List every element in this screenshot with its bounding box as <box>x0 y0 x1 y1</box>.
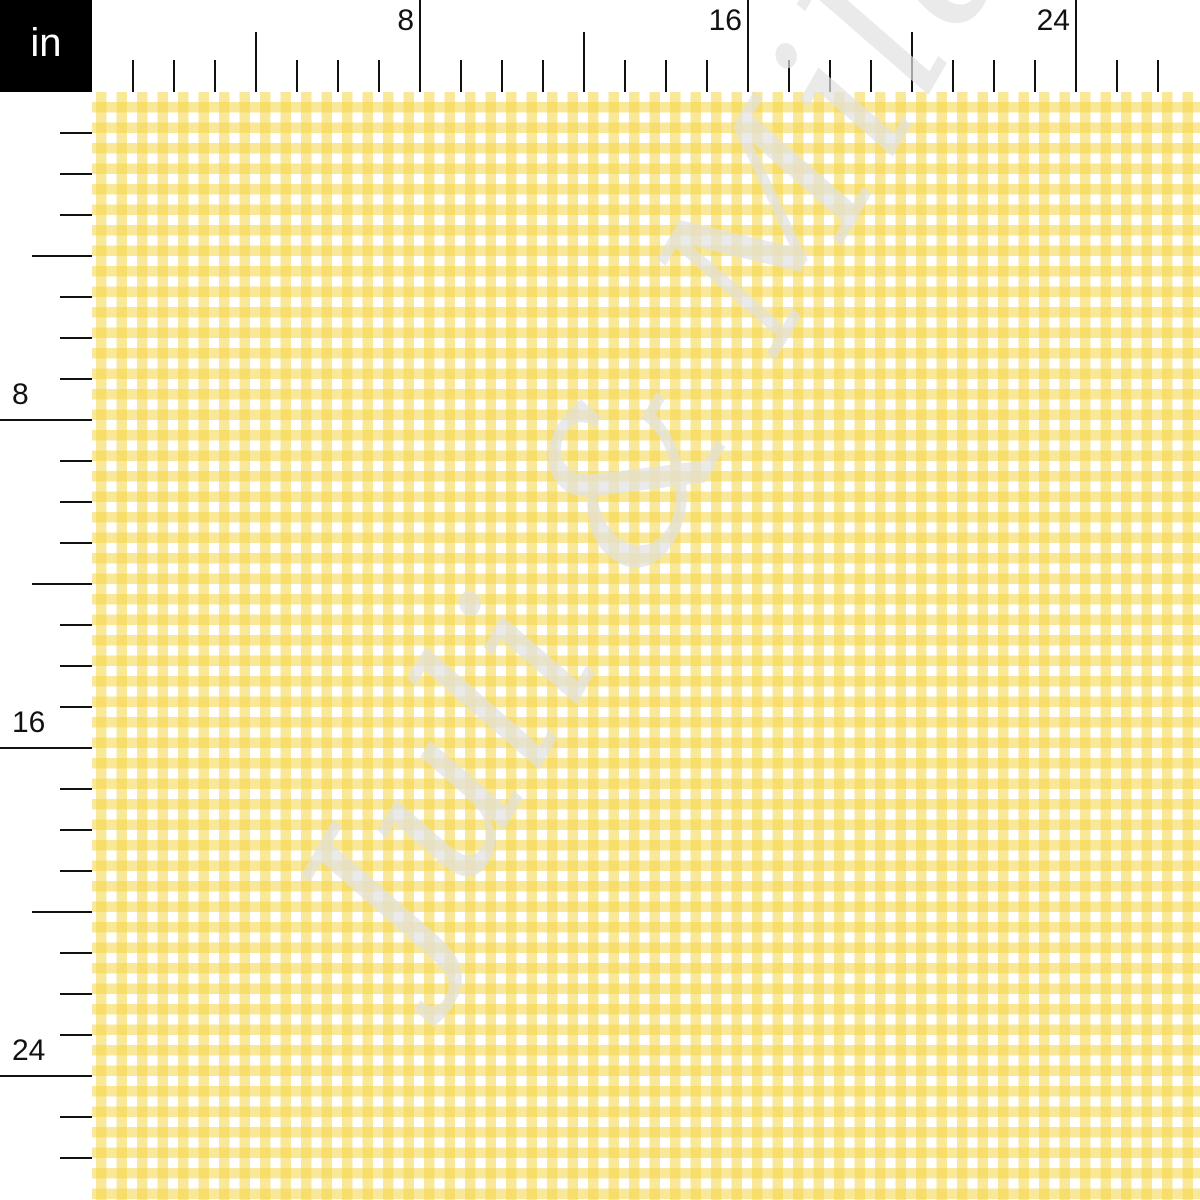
ruler-tick <box>747 0 749 92</box>
ruler-tick <box>214 60 216 92</box>
ruler-tick <box>60 1116 92 1118</box>
fabric-swatch <box>92 92 1200 1200</box>
ruler-tick <box>60 378 92 380</box>
ruler-tick <box>32 911 92 913</box>
ruler-tick <box>337 60 339 92</box>
ruler-tick <box>788 60 790 92</box>
ruler-tick <box>624 60 626 92</box>
ruler-tick <box>1116 60 1118 92</box>
ruler-tick <box>60 624 92 626</box>
ruler-tick <box>60 952 92 954</box>
ruler-tick <box>60 870 92 872</box>
ruler-tick <box>60 173 92 175</box>
ruler-tick <box>60 993 92 995</box>
ruler-tick <box>60 665 92 667</box>
ruler-tick <box>870 60 872 92</box>
ruler-tick <box>32 583 92 585</box>
ruler-tick <box>542 60 544 92</box>
ruler-tick <box>460 60 462 92</box>
ruler-tick <box>0 747 92 749</box>
ruler-label: 24 <box>1036 4 1070 37</box>
ruler-tick <box>173 60 175 92</box>
ruler-tick <box>993 60 995 92</box>
ruler-tick <box>1157 60 1159 92</box>
ruler-tick <box>60 337 92 339</box>
ruler-tick <box>501 60 503 92</box>
ruler-tick <box>829 60 831 92</box>
ruler-tick <box>32 255 92 257</box>
ruler-label: 16 <box>12 706 46 739</box>
ruler-label: 16 <box>708 4 742 37</box>
ruler-tick <box>60 1157 92 1159</box>
ruler-label: 8 <box>12 378 29 411</box>
ruler-tick <box>60 542 92 544</box>
ruler-tick <box>255 32 257 92</box>
ruler-tick <box>132 60 134 92</box>
ruler-tick <box>60 460 92 462</box>
ruler-tick <box>911 32 913 92</box>
ruler-tick <box>419 0 421 92</box>
ruler-label: 8 <box>397 4 414 37</box>
ruler-tick <box>952 60 954 92</box>
ruler-tick <box>296 60 298 92</box>
ruler-tick <box>60 829 92 831</box>
ruler-tick <box>60 1034 92 1036</box>
ruler-tick <box>1075 0 1077 92</box>
ruler-tick <box>0 1075 92 1077</box>
ruler-tick <box>60 501 92 503</box>
ruler-tick <box>583 32 585 92</box>
ruler-tick <box>378 60 380 92</box>
ruler-label: 24 <box>12 1034 46 1067</box>
ruler-tick <box>1034 60 1036 92</box>
ruler-tick <box>706 60 708 92</box>
ruler-tick <box>60 296 92 298</box>
ruler-tick <box>60 214 92 216</box>
ruler-tick <box>665 60 667 92</box>
ruler-tick <box>60 132 92 134</box>
unit-label: in <box>0 0 92 92</box>
ruler-tick <box>60 788 92 790</box>
ruler-tick <box>0 419 92 421</box>
ruler-tick <box>60 706 92 708</box>
